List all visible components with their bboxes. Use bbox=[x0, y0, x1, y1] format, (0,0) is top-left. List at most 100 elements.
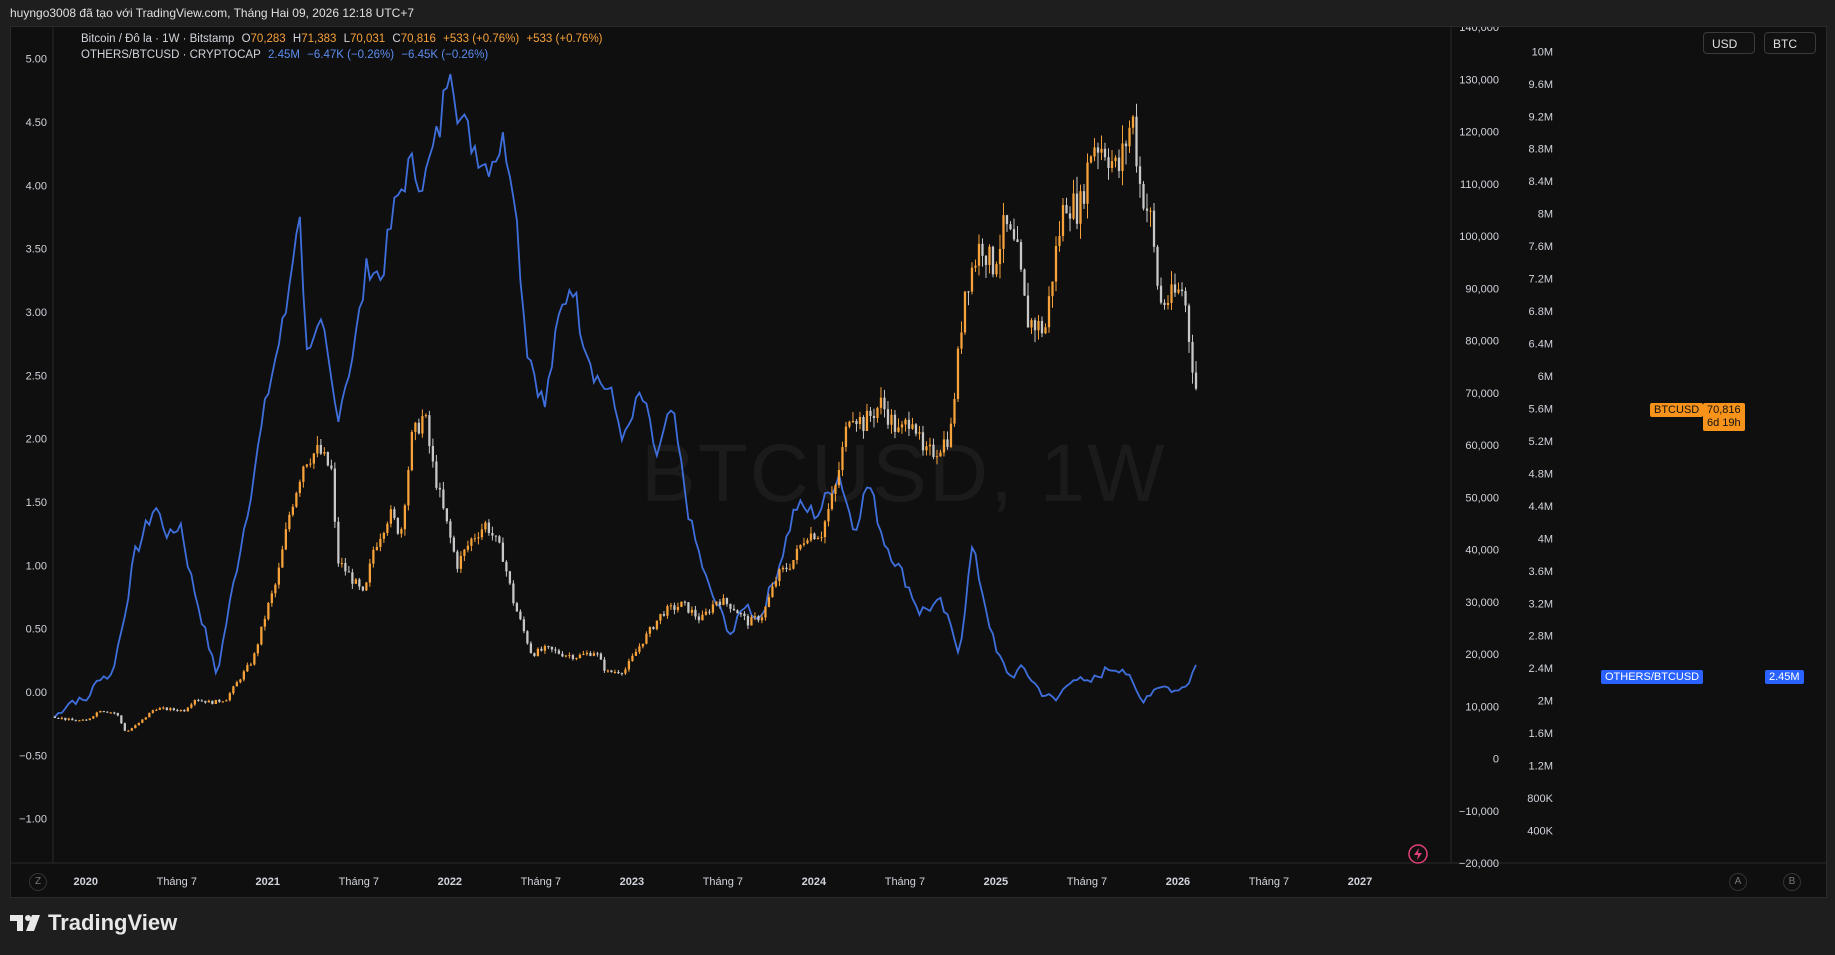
btc-candle-body bbox=[309, 463, 312, 465]
btc-candle-body bbox=[1058, 236, 1061, 246]
btc-candle-body bbox=[477, 537, 480, 539]
btc-candle-body bbox=[277, 567, 280, 585]
btc-candle-body bbox=[137, 722, 140, 726]
btc-candle-body bbox=[438, 487, 442, 490]
zoom-reset-button[interactable]: Z bbox=[29, 873, 47, 891]
btc-candle-body bbox=[967, 291, 970, 293]
btc-candle-body bbox=[519, 611, 522, 620]
usd-axis-tick-label: 10,000 bbox=[1465, 701, 1499, 713]
btc-candle-body bbox=[183, 709, 186, 712]
btc-candle-body bbox=[470, 538, 473, 546]
usd-axis-tick-label: 140,000 bbox=[1459, 27, 1499, 34]
btc-candle-body bbox=[561, 653, 564, 657]
btc-candle-body bbox=[799, 544, 802, 549]
btc-candle-body bbox=[666, 606, 669, 616]
btc-candle-body bbox=[837, 470, 841, 486]
btc-candle-body bbox=[1033, 320, 1037, 331]
btc-candle-body bbox=[1166, 302, 1170, 306]
btc-candle-body bbox=[526, 631, 529, 644]
btc-scale-button[interactable]: B bbox=[1783, 873, 1801, 891]
btc-candle-body bbox=[1044, 327, 1047, 334]
btc-candle-body bbox=[330, 465, 333, 469]
btc-candle-body bbox=[1103, 148, 1107, 158]
btc-candle-body bbox=[396, 518, 400, 534]
btc-candle-body bbox=[774, 581, 778, 587]
btc-candle-body bbox=[883, 397, 886, 410]
others-change: −6.47K (−0.26%) bbox=[307, 49, 395, 61]
btc-legend[interactable]: Bitcoin / Đô la · 1W · Bitstamp O70,283 … bbox=[81, 33, 607, 45]
btc-candle-body bbox=[932, 444, 935, 457]
btc-candle-body bbox=[634, 651, 638, 656]
auto-scale-button[interactable]: A bbox=[1729, 873, 1747, 891]
tradingview-logo[interactable]: TradingView bbox=[10, 910, 177, 936]
btc-high: H71,383 bbox=[293, 33, 337, 45]
btc-candle-body bbox=[613, 671, 617, 673]
btc-candle-body bbox=[676, 606, 680, 610]
usd-scale-button[interactable]: USD bbox=[1703, 32, 1755, 54]
chart-canvas[interactable]: 5.00 4.50 4.00 3.50 3.00 2.50 2.00 1.50 1.00 0.50… bbox=[11, 27, 1826, 897]
usd-axis-tick-label: 90,000 bbox=[1465, 283, 1499, 295]
btc-candle-body bbox=[603, 659, 606, 671]
btc-candle-body bbox=[725, 598, 729, 604]
btc-candle-body bbox=[218, 699, 221, 702]
usd-axis-tick-label: 80,000 bbox=[1465, 336, 1499, 348]
btc-candle-body bbox=[862, 416, 865, 432]
btc-axis-tick-label: 9.2M bbox=[1529, 111, 1553, 123]
btc-candle-body bbox=[442, 489, 445, 509]
btc-candle-body bbox=[351, 572, 354, 584]
btc-candle-body bbox=[242, 671, 245, 680]
others-legend[interactable]: OTHERS/BTCUSD · CRYPTOCAP 2.45M −6.47K (… bbox=[81, 49, 492, 61]
btc-axis-tick-label: 4M bbox=[1538, 533, 1553, 545]
btc-candle-body bbox=[281, 549, 284, 568]
btc-candle-body bbox=[1040, 320, 1044, 334]
btc-candle-body bbox=[722, 598, 725, 605]
btc-candle-body bbox=[256, 644, 259, 654]
btc-candle-body bbox=[480, 529, 484, 538]
btc-candle-body bbox=[207, 700, 210, 703]
usd-axis-tick-label: −20,000 bbox=[1459, 858, 1499, 870]
btc-candle-body bbox=[249, 664, 252, 666]
btc-change-alt: +533 (+0.76%) bbox=[526, 33, 603, 45]
btc-candle-body bbox=[729, 603, 732, 609]
btc-candle-body bbox=[764, 606, 767, 618]
btc-candle-body bbox=[1096, 147, 1100, 153]
btc-countdown: 6d 19h bbox=[1707, 417, 1741, 429]
btc-candle-body bbox=[683, 601, 687, 603]
btc-candle-body bbox=[473, 538, 477, 540]
btc-candle-body bbox=[1026, 295, 1030, 328]
btc-axis-tick-label: 9.6M bbox=[1529, 79, 1553, 91]
btc-candle-body bbox=[260, 626, 263, 645]
btc-candle-body bbox=[319, 444, 323, 454]
btc-candle-body bbox=[148, 712, 151, 718]
btc-candle-body bbox=[890, 414, 893, 425]
attribution-text: huyngo3008 đã tạo với TradingView.com, T… bbox=[10, 6, 415, 20]
time-axis-tick-label: Tháng 7 bbox=[521, 876, 561, 888]
btc-candle-body bbox=[694, 609, 697, 617]
btc-candle-body bbox=[953, 399, 956, 424]
time-axis-tick-label: Tháng 7 bbox=[885, 876, 925, 888]
btc-candle-body bbox=[344, 563, 347, 572]
btc-candle-body bbox=[165, 707, 168, 710]
btc-candle-body bbox=[638, 646, 641, 652]
btc-candle-body bbox=[337, 521, 340, 564]
btc-candle-body bbox=[435, 461, 438, 488]
btc-candle-body bbox=[414, 422, 417, 433]
btc-candle-body bbox=[949, 423, 953, 447]
btc-scale-label-button[interactable]: BTC bbox=[1764, 32, 1816, 54]
btc-axis-tick-label: 2.8M bbox=[1529, 631, 1553, 643]
btc-candle-body bbox=[897, 427, 900, 432]
btc-candle-body bbox=[655, 620, 659, 630]
btc-candle-body bbox=[788, 568, 792, 570]
btc-axis-tick-label: 7.2M bbox=[1529, 274, 1553, 286]
btc-candle-body bbox=[872, 416, 876, 418]
btc-candle-body bbox=[778, 569, 781, 582]
btc-candle-body bbox=[141, 719, 144, 723]
btc-low: L70,031 bbox=[344, 33, 386, 45]
lightning-icon[interactable] bbox=[1407, 843, 1429, 865]
btc-name-tag: BTCUSD bbox=[1650, 403, 1704, 417]
left-axis-tick-label: 1.50 bbox=[26, 497, 47, 509]
left-axis-tick-label: 0.00 bbox=[26, 687, 47, 699]
left-axis-tick-label: 1.00 bbox=[26, 560, 47, 572]
chart-frame: BTCUSD, 1W 5.00 4.50 4.00 3.50 3.00 2.50 2.00 1… bbox=[10, 26, 1827, 898]
btc-axis-tick-label: 4.4M bbox=[1529, 501, 1553, 513]
